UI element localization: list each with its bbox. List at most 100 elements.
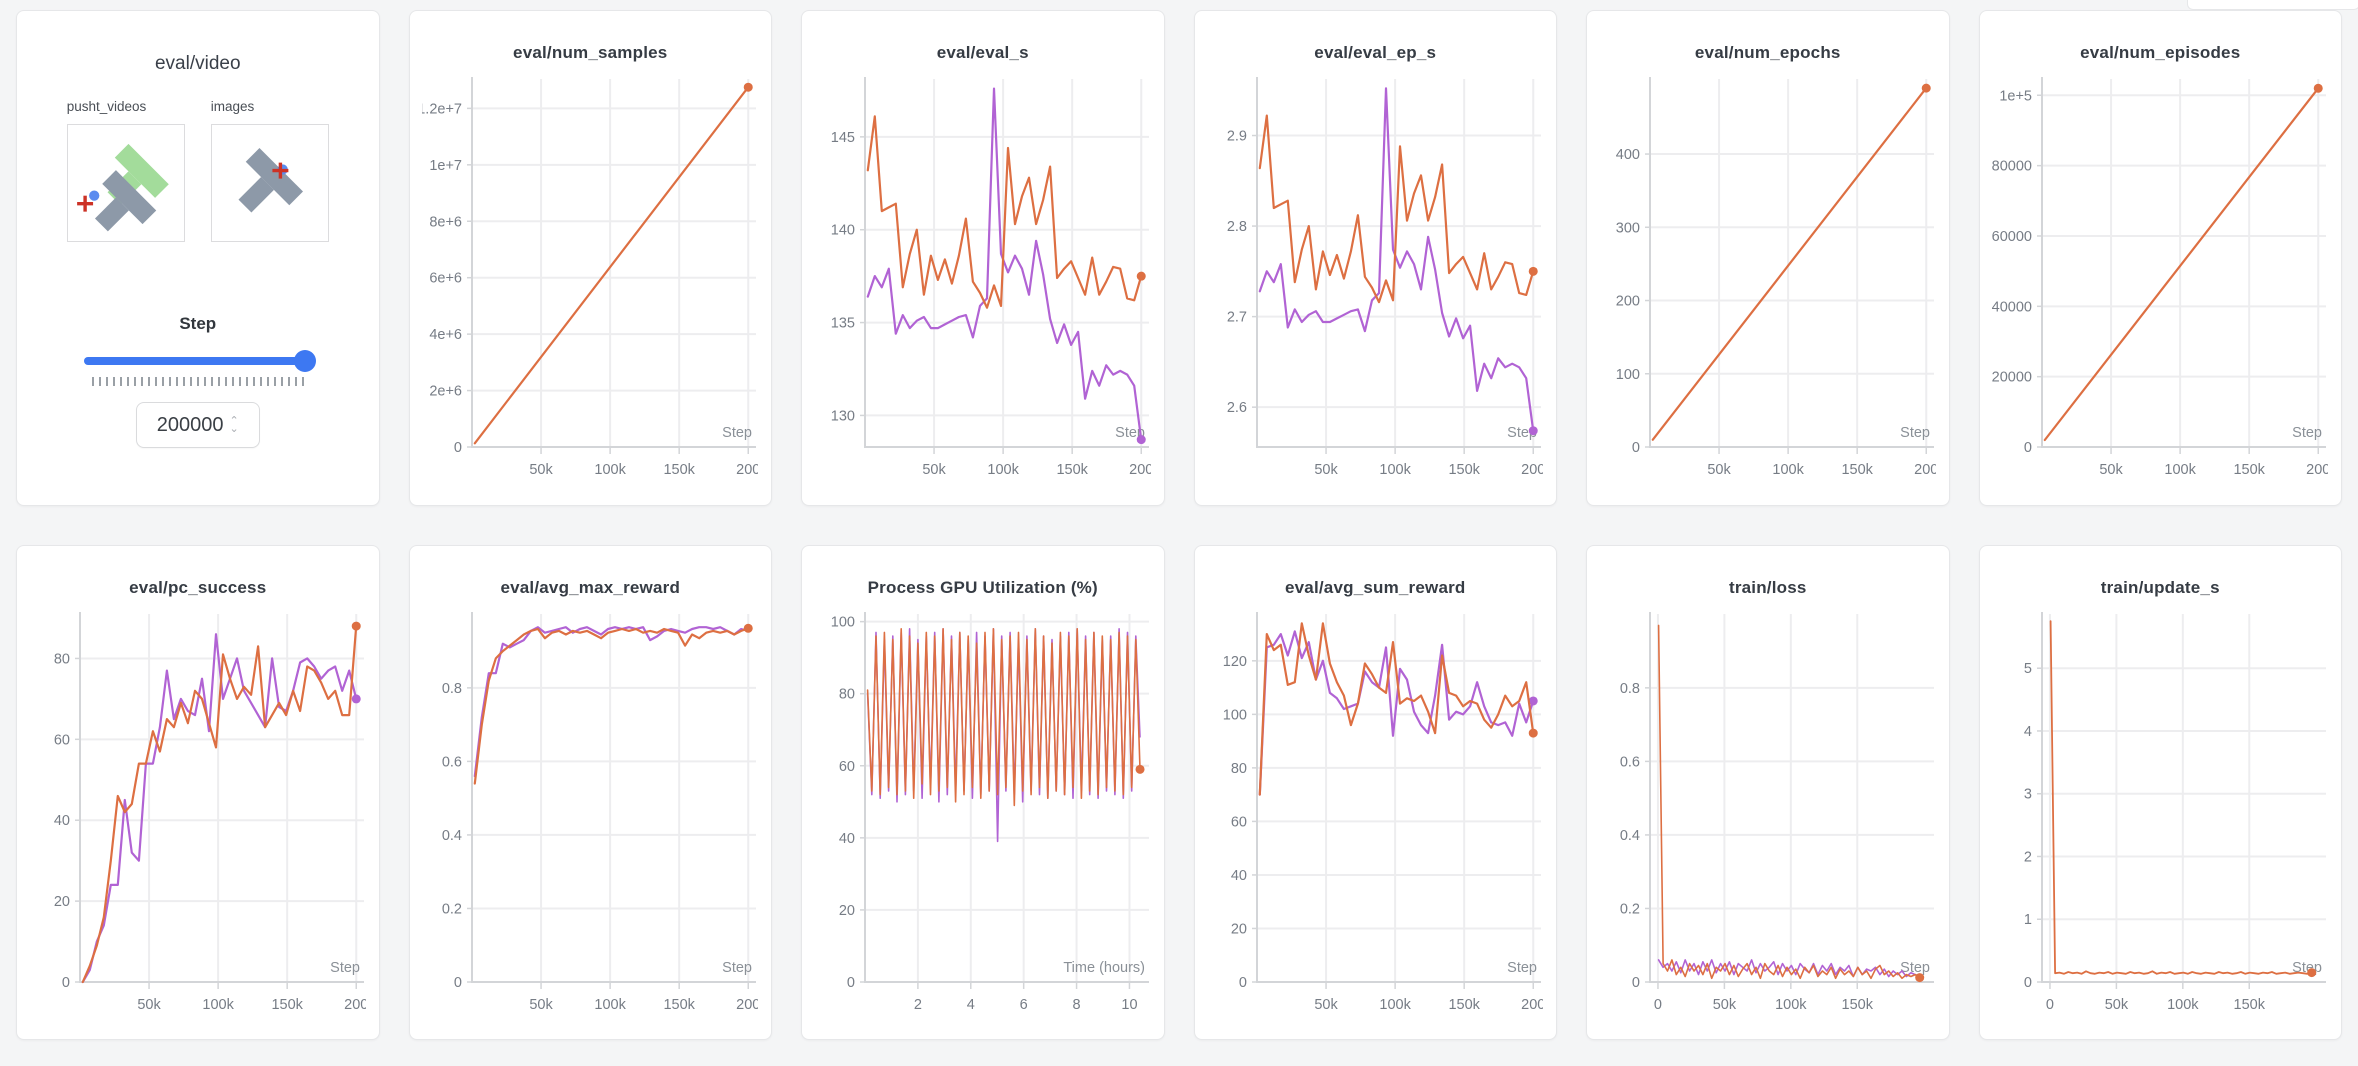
tick-label: 10	[1121, 997, 1137, 1013]
series-run-orange	[866, 115, 1143, 309]
chart-canvas[interactable]: 0 20 40 60 80 100 2 4 6 8 10 Time (hours)	[815, 604, 1151, 1022]
panel-eval-avg-sum-reward[interactable]: eval/avg_sum_reward 0 20 40 60 80 100 120 50k 100…	[1193, 544, 1557, 1040]
step-value[interactable]: 200000	[156, 413, 224, 436]
chart-plot-area[interactable]: 0 2e+6 4e+6 6e+6 8e+6 1e+7 1.2e+7 50k 100k 150k 20…	[417, 69, 761, 505]
tick-label: 100	[831, 614, 855, 630]
panel-process-gpu-utilization[interactable]: Process GPU Utilization (%) 0 20 40 60 80 100 2…	[801, 544, 1165, 1040]
stepper-arrows[interactable]: ⌃ ⌄	[229, 415, 239, 435]
step-slider[interactable]	[83, 350, 316, 372]
gray-t-block	[94, 170, 156, 232]
pusht-video-thumbnail[interactable]	[66, 124, 185, 242]
tick-label: 400	[1616, 147, 1640, 163]
tick-label: 200	[1914, 462, 1936, 478]
panel-eval-avg-max-reward[interactable]: eval/avg_max_reward 0 0.2 0.4 0.6 0.8 50k 100k 1…	[408, 544, 772, 1040]
chart-plot-area[interactable]: 130 135 140 145 50k 100k 150k 200 Step	[815, 69, 1153, 505]
chart-title: eval/eval_ep_s	[1314, 43, 1437, 62]
tick-label: 1	[2024, 912, 2032, 928]
tick-label: 150k	[1841, 462, 1873, 478]
images-thumbnail[interactable]	[210, 124, 329, 242]
tick-label: 6	[1019, 997, 1027, 1013]
panel-eval-eval-ep-s[interactable]: eval/eval_ep_s 2.6 2.7 2.8 2.9 50k 100k 150k 200…	[1193, 10, 1557, 506]
tick-label: 50k	[1315, 997, 1339, 1013]
slider-knob[interactable]	[293, 350, 316, 372]
tick-label: 100k	[595, 462, 627, 478]
step-value-input[interactable]: 200000 ⌃ ⌄	[135, 402, 260, 448]
video-panel-title: eval/video	[154, 53, 241, 74]
tick-label: 0.8	[442, 680, 462, 696]
panel-eval-video[interactable]: eval/video pusht_videos	[16, 10, 380, 506]
chart-plot-area[interactable]: 0 20 40 60 80 100 120 50k 100k 150k 200 Step	[1207, 604, 1546, 1040]
tick-label: 60000	[1992, 229, 2032, 245]
tick-label: 2	[914, 997, 922, 1013]
chart-plot-area[interactable]: 2.6 2.7 2.8 2.9 50k 100k 150k 200 Step	[1207, 69, 1546, 505]
chart-plot-area[interactable]: 0 100 200 300 400 50k 100k 150k 200 Step	[1600, 69, 1938, 505]
series-run-orange	[81, 624, 358, 983]
chart-plot-area[interactable]: 0 20 40 60 80 100 2 4 6 8 10 Time (hours)	[815, 604, 1151, 1040]
axis-label: Step	[722, 960, 752, 976]
tick-label: 20	[839, 902, 855, 918]
panel-eval-eval-s[interactable]: eval/eval_s 130 135 140 145 50k 100k 150k 200 Ste…	[801, 10, 1165, 506]
series-run-orange	[2043, 87, 2320, 442]
tick-label: 2.7	[1227, 310, 1247, 326]
agent-dot	[88, 190, 100, 201]
chart-canvas[interactable]: 130 135 140 145 50k 100k 150k 200 Step	[815, 69, 1153, 487]
tick-label: 50k	[137, 997, 161, 1013]
chart-canvas[interactable]: 0 0.2 0.4 0.6 0.8 50k 100k 150k 200 Step	[422, 604, 761, 1022]
tick-label: 50k	[922, 462, 946, 478]
series-end-dot	[1528, 728, 1538, 738]
chart-canvas[interactable]: 0 0.2 0.4 0.6 0.8 0 50k 100k 150k Step	[1600, 604, 1936, 1022]
panel-eval-num-samples[interactable]: eval/num_samples 0 2e+6 4e+6 6e+6 8e+6 1e+7 1.2…	[408, 10, 772, 506]
chart-canvas[interactable]: 0 20000 40000 60000 80000 1e+5 50k 100k 150k 200 S…	[1992, 69, 2331, 487]
tick-label: 3	[2024, 786, 2032, 802]
media-label: images	[210, 99, 255, 114]
tick-label: 0.2	[442, 901, 462, 917]
chart-plot-area[interactable]: 0 20 40 60 80 50k 100k 150k 200 Step	[30, 604, 368, 1040]
series-end-dot	[351, 621, 361, 631]
chart-canvas[interactable]: 0 20 40 60 80 50k 100k 150k 200 Step	[30, 604, 368, 1022]
chart-plot-area[interactable]: 0 0.2 0.4 0.6 0.8 50k 100k 150k 200 Step	[422, 604, 761, 1040]
tick-label: 0.6	[1620, 754, 1640, 770]
tick-label: 150k	[664, 997, 696, 1013]
tick-label: 8	[1072, 997, 1080, 1013]
tick-label: 1e+7	[430, 158, 463, 174]
tick-label: 150k	[2234, 462, 2266, 478]
chart-plot-area[interactable]: 0 20000 40000 60000 80000 1e+5 50k 100k 150k 200 S…	[1992, 69, 2331, 505]
chart-canvas[interactable]: 0 100 200 300 400 50k 100k 150k 200 Step	[1600, 69, 1938, 487]
tick-label: 150k	[1449, 997, 1481, 1013]
axis-label: Step	[1507, 960, 1537, 976]
tick-label: 50k	[1707, 462, 1731, 478]
stepper-down-icon[interactable]: ⌄	[229, 423, 239, 435]
series-run-orange	[1258, 114, 1535, 304]
axis-label: Step	[1900, 960, 1930, 976]
tick-label: 0.4	[1620, 827, 1640, 843]
chart-canvas[interactable]: 0 2e+6 4e+6 6e+6 8e+6 1e+7 1.2e+7 50k 100k 150k 20…	[417, 69, 761, 487]
tick-label: 2.9	[1227, 129, 1247, 145]
chart-plot-area[interactable]: 0 1 2 3 4 5 0 50k 100k 150k Step	[1992, 604, 2328, 1040]
series-end-dot	[1528, 266, 1538, 276]
slider-track[interactable]	[83, 357, 312, 365]
tick-label: 100k	[2167, 997, 2199, 1013]
panel-eval-pc-success[interactable]: eval/pc_success 0 20 40 60 80 50k 100k 150k 200 St…	[16, 544, 380, 1040]
media-item-pusht-videos: pusht_videos	[66, 99, 185, 242]
tick-label: 0	[2024, 975, 2032, 991]
tick-label: 0.2	[1620, 901, 1640, 917]
tick-label: 0.6	[442, 754, 462, 770]
chart-plot-area[interactable]: 0 0.2 0.4 0.6 0.8 0 50k 100k 150k Step	[1600, 604, 1936, 1040]
chart-title: eval/eval_s	[936, 43, 1029, 62]
chart-canvas[interactable]: 0 20 40 60 80 100 120 50k 100k 150k 200 Step	[1207, 604, 1546, 1022]
panel-train-update-s[interactable]: train/update_s 0 1 2 3 4 5 0 50k 100k 150k Step	[1978, 544, 2342, 1040]
panel-train-loss[interactable]: train/loss 0 0.2 0.4 0.6 0.8 0 50k 100k 150k Step	[1586, 544, 1950, 1040]
panel-eval-num-episodes[interactable]: eval/num_episodes 0 20000 40000 60000 80000 1e…	[1978, 10, 2342, 506]
panel-eval-num-epochs[interactable]: eval/num_epochs 0 100 200 300 400 50k 100k 150k 2…	[1586, 10, 1950, 506]
series-run-purple	[1258, 629, 1535, 796]
tick-label: 50k	[2105, 997, 2129, 1013]
stepper-up-icon[interactable]: ⌃	[229, 415, 239, 427]
tick-label: 5	[2024, 661, 2032, 677]
tick-label: 100	[1223, 707, 1247, 723]
tick-label: 100k	[202, 997, 234, 1013]
step-slider-label: Step	[179, 314, 217, 333]
series-run-orange	[1651, 87, 1928, 441]
series-end-dot	[2307, 967, 2317, 977]
